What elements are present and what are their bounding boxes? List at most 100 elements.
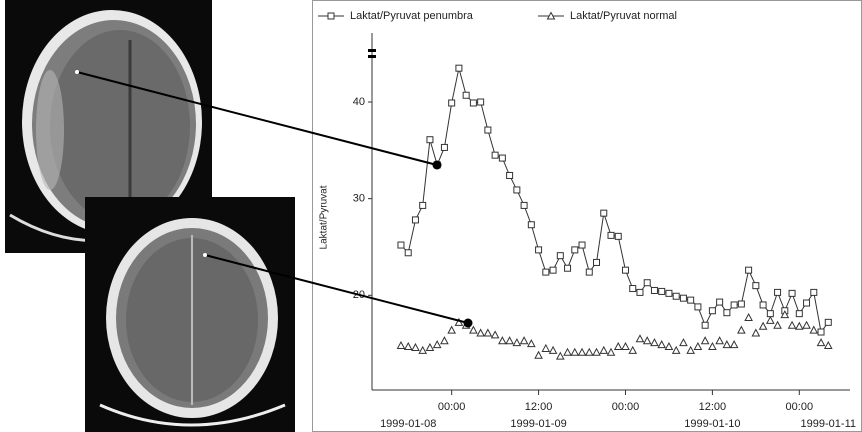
pointer-lines [75,70,473,328]
x-date-label: 1999-01-09 [510,418,566,430]
data-point [520,201,528,209]
axis-break [368,49,376,52]
data-point [477,98,485,106]
data-point [526,339,536,348]
data-point [759,301,767,309]
data-point [788,289,796,297]
data-point [432,340,442,349]
data-point [541,343,551,352]
data-point [787,320,797,329]
data-point [816,338,826,347]
data-point [564,264,572,272]
data-point [723,309,731,317]
data-point [621,266,629,274]
data-point [635,334,645,343]
data-point [824,318,832,326]
legend-marker [546,11,556,20]
data-point [802,320,811,329]
data-point [534,350,543,359]
data-point [404,249,412,257]
data-point [396,340,406,350]
data-point [469,99,477,107]
data-point [593,258,601,266]
data-point [556,252,564,260]
data-point [498,336,507,345]
data-point [708,341,717,351]
data-point [774,288,782,296]
data-point [679,294,687,302]
data-point [636,288,644,296]
data-point [440,336,449,345]
data-point [694,303,702,311]
data-point [535,246,543,254]
data-point [403,341,413,351]
data-point [476,328,485,337]
data-point [803,299,811,307]
data-point [614,232,622,240]
data-point [730,301,738,309]
ct-image-bottom [85,197,295,432]
data-point [548,345,558,354]
data-point [411,216,419,224]
data-point [737,300,745,308]
data-point [484,126,492,134]
chart-frame [312,0,862,432]
data-point [658,287,666,295]
data-point [411,342,420,351]
data-point [455,64,463,72]
data-point [672,292,680,300]
data-point [650,338,659,347]
data-point [729,340,739,349]
data-point [795,310,803,318]
data-point [665,289,673,297]
data-point [498,154,506,162]
data-point [577,347,587,356]
data-point [671,345,681,354]
data-point [542,268,550,276]
data-point [716,298,724,306]
y-axis-label: Laktat/Pyruvat [319,185,330,249]
data-point [794,321,804,330]
data-point [607,231,615,239]
data-point [571,246,579,254]
data-point [491,151,499,159]
data-point [527,221,535,229]
series-line [400,68,829,334]
y-tick-label: 30 [353,193,365,205]
data-point [613,341,623,351]
data-point [715,336,724,345]
data-point [578,241,586,249]
data-point [657,340,667,349]
x-tick-label: 00:00 [786,401,814,413]
x-tick-label: 00:00 [612,401,640,413]
data-point [397,241,405,249]
data-point [809,325,819,334]
data-point [629,285,637,293]
data-point [490,330,500,339]
data-point [643,279,651,287]
data-point [426,136,434,144]
data-point [810,288,818,296]
data-point [708,307,716,315]
data-point [418,345,428,354]
data-point [765,315,775,324]
data-point [425,342,435,351]
data-point [606,347,616,356]
data-point [642,336,652,345]
data-point [686,345,696,354]
data-point [483,328,493,337]
data-point [700,336,710,345]
data-point [592,347,601,356]
data-point [773,320,782,329]
data-point [650,286,658,294]
data-point [737,325,746,334]
data-point [722,340,732,349]
data-point [600,209,608,217]
data-point [599,345,609,354]
y-tick-label: 40 [353,96,365,108]
data-point [555,351,565,360]
data-point [679,338,688,347]
x-tick-label: 12:00 [525,401,553,413]
data-point [505,336,514,345]
data-point [693,341,703,351]
